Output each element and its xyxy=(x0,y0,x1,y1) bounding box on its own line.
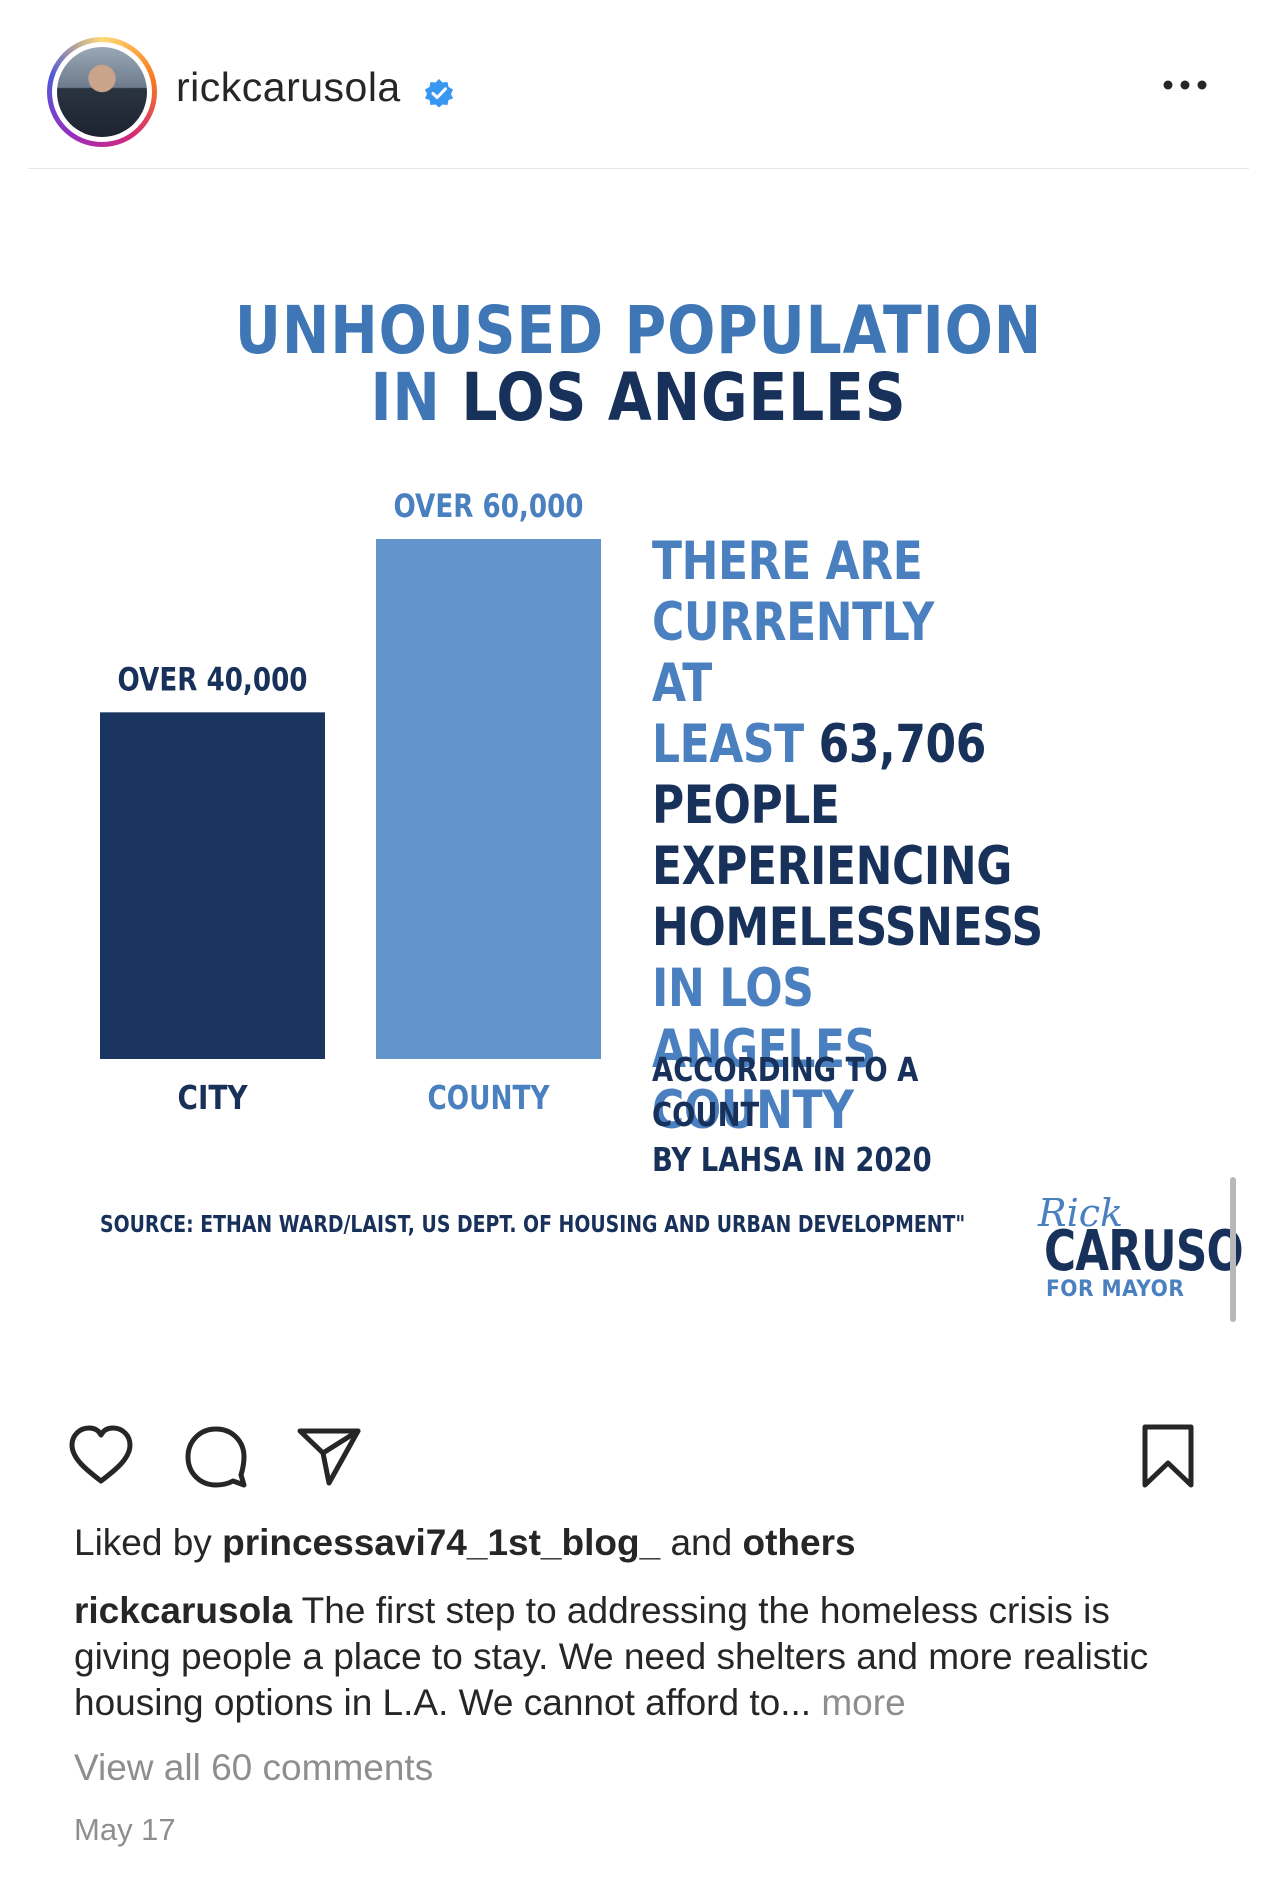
homeless-count-blurb: THERE ARE CURRENTLY AT LEAST 63,706 PEOP… xyxy=(652,531,1043,1141)
comment-button[interactable] xyxy=(181,1421,251,1491)
likes-others[interactable]: others xyxy=(742,1522,856,1563)
post-caption: rickcarusola The first step to addressin… xyxy=(74,1588,1214,1726)
heart-icon xyxy=(69,1425,133,1484)
likes-middle: and xyxy=(670,1522,733,1563)
comment-icon xyxy=(185,1426,247,1488)
verified-badge-icon xyxy=(425,79,453,108)
more-horizontal-icon[interactable] xyxy=(1160,70,1210,100)
scrollbar[interactable] xyxy=(1230,1177,1236,1322)
logo-subtitle: FOR MAYOR xyxy=(1046,1277,1185,1302)
blurb-line: IN LOS ANGELES xyxy=(652,958,876,1080)
view-all-comments-link[interactable]: View all 60 comments xyxy=(74,1747,434,1788)
data-label-county: OVER 60,000 xyxy=(394,487,584,525)
like-button[interactable] xyxy=(66,1421,136,1491)
caption-text: The first step to addressing the homeles… xyxy=(74,1590,1149,1723)
avatar-ring-gap xyxy=(52,42,152,142)
blurb-line: THERE ARE xyxy=(652,531,923,592)
likes-prefix: Liked by xyxy=(74,1522,212,1563)
count-note: ACCORDING TO A COUNT BY LAHSA IN 2020 xyxy=(652,1047,1034,1182)
post-date: May 17 xyxy=(74,1812,176,1847)
blurb-line: PEOPLE xyxy=(652,775,840,836)
post-header: rickcarusola xyxy=(0,0,1277,168)
category-label-city: CITY xyxy=(178,1078,249,1117)
save-button[interactable] xyxy=(1133,1421,1203,1491)
post-image[interactable]: UNHOUSED POPULATION IN LOS ANGELES OVER … xyxy=(0,169,1277,1391)
blurb-line: EXPERIENCING xyxy=(652,836,1012,897)
blurb-word: LEAST xyxy=(652,714,804,775)
data-label-city: OVER 40,000 xyxy=(118,660,308,698)
title-in: IN xyxy=(370,359,441,436)
share-button[interactable] xyxy=(294,1421,364,1491)
bar-chart: OVER 40,000 CITY OVER 60,000 COUNTY xyxy=(100,487,601,1117)
liked-by-user[interactable]: princessavi74_1st_blog_ xyxy=(222,1522,661,1563)
caruso-logo: Rick CARUSO FOR MAYOR xyxy=(1036,1191,1244,1302)
blurb-line: CURRENTLY AT xyxy=(652,592,934,714)
blurb-count: 63,706 xyxy=(818,714,987,775)
title-los-angeles: LOS ANGELES xyxy=(461,359,907,436)
bar-city xyxy=(100,712,325,1059)
blurb-line: HOMELESSNESS xyxy=(652,897,1043,958)
caption-username[interactable]: rickcarusola xyxy=(74,1590,293,1631)
blurb-line: COUNTY xyxy=(652,1080,854,1141)
logo-name: CARUSO xyxy=(1044,1219,1244,1284)
count-note-line: BY LAHSA IN 2020 xyxy=(652,1140,932,1179)
logo-script: Rick xyxy=(1038,1191,1124,1235)
category-label-county: COUNTY xyxy=(428,1078,551,1117)
header-divider xyxy=(28,168,1249,169)
blurb-line: LEAST 63,706 xyxy=(652,714,1001,775)
likes-summary[interactable]: Liked by princessavi74_1st_blog_ and oth… xyxy=(74,1522,856,1564)
bookmark-icon xyxy=(1142,1424,1194,1488)
action-bar xyxy=(0,1391,1277,1511)
username[interactable]: rickcarusola xyxy=(176,64,401,110)
caption-more-link[interactable]: more xyxy=(821,1682,906,1723)
count-note-line: ACCORDING TO A COUNT xyxy=(652,1050,919,1134)
source-text: SOURCE: ETHAN WARD/LAIST, US DEPT. OF HO… xyxy=(100,1212,966,1238)
avatar[interactable] xyxy=(47,37,157,147)
bar-county xyxy=(376,539,601,1059)
profile-photo xyxy=(57,47,147,137)
share-icon xyxy=(297,1428,361,1486)
infographic-title-line1: UNHOUSED POPULATION xyxy=(234,292,1043,369)
infographic-title-line2: IN LOS ANGELES xyxy=(89,359,1187,436)
